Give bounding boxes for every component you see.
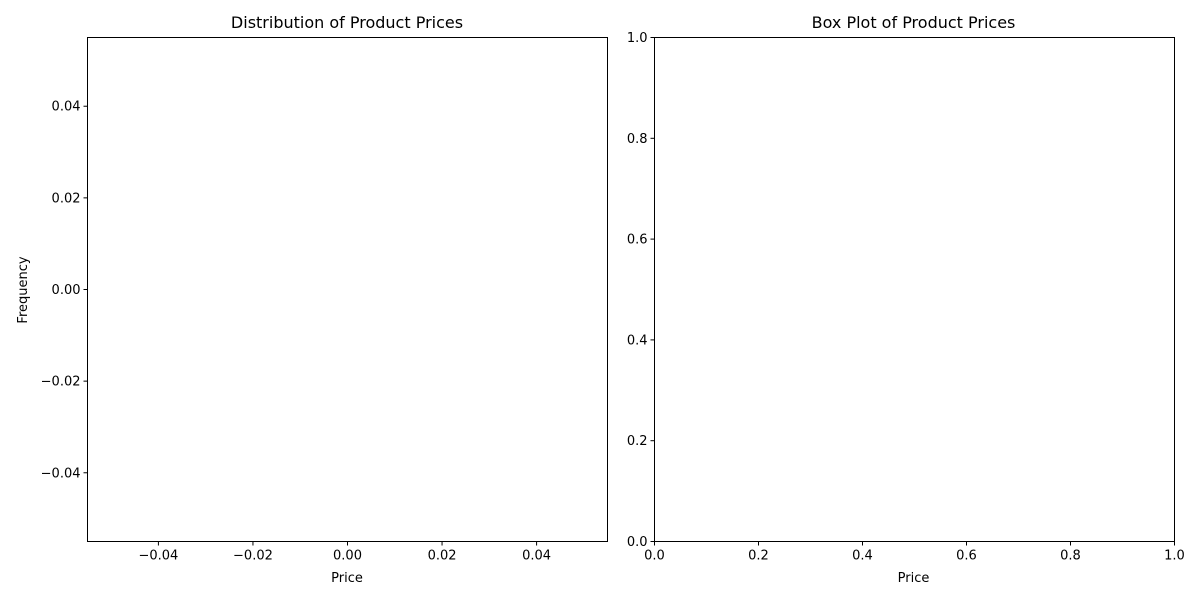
x-tick-label: 0.00: [333, 549, 362, 564]
x-axis: 0.0 0.2 0.4 0.6 0.8 1.0: [644, 541, 1185, 564]
x-tick-label: 0.0: [644, 549, 665, 564]
y-axis: 0.0 0.2 0.4 0.6 0.8 1.0: [627, 31, 655, 550]
y-tick-label: 0.00: [52, 283, 81, 298]
x-tick-label: 0.04: [522, 549, 551, 564]
chart-title: Distribution of Product Prices: [231, 13, 463, 32]
y-tick-label: 0.02: [52, 191, 81, 206]
y-axis: −0.04 −0.02 0.00 0.02 0.04: [41, 100, 88, 481]
y-tick-label: 0.2: [627, 434, 648, 449]
chart-title: Box Plot of Product Prices: [812, 13, 1016, 32]
x-tick-label: 0.6: [956, 549, 977, 564]
y-tick-label: 0.04: [52, 100, 81, 115]
x-tick-label: 0.02: [428, 549, 457, 564]
plot-area-frame: [87, 37, 608, 542]
y-tick-label: 0.4: [627, 333, 648, 348]
y-axis-label: Frequency: [16, 256, 31, 323]
x-axis-label: Price: [331, 571, 363, 586]
x-axis-label: Price: [898, 571, 930, 586]
plot-area-frame: [654, 37, 1175, 542]
box-plot-chart: Box Plot of Product Prices 0.0 0.2 0.4 0.6 0…: [627, 13, 1185, 586]
x-tick-label: −0.02: [233, 549, 273, 564]
y-tick-label: 1.0: [627, 31, 648, 46]
y-tick-label: 0.8: [627, 132, 648, 147]
x-tick-label: −0.04: [138, 549, 178, 564]
x-tick-label: 0.4: [852, 549, 873, 564]
x-tick-label: 0.2: [748, 549, 769, 564]
x-tick-label: 1.0: [1164, 549, 1185, 564]
y-tick-label: −0.02: [41, 375, 81, 390]
x-tick-label: 0.8: [1060, 549, 1081, 564]
y-tick-label: −0.04: [41, 466, 81, 481]
y-tick-label: 0.0: [627, 535, 648, 550]
x-axis: −0.04 −0.02 0.00 0.02 0.04: [138, 541, 551, 564]
histogram-chart: Distribution of Product Prices −0.04 −0.0…: [16, 13, 608, 586]
y-tick-label: 0.6: [627, 233, 648, 248]
